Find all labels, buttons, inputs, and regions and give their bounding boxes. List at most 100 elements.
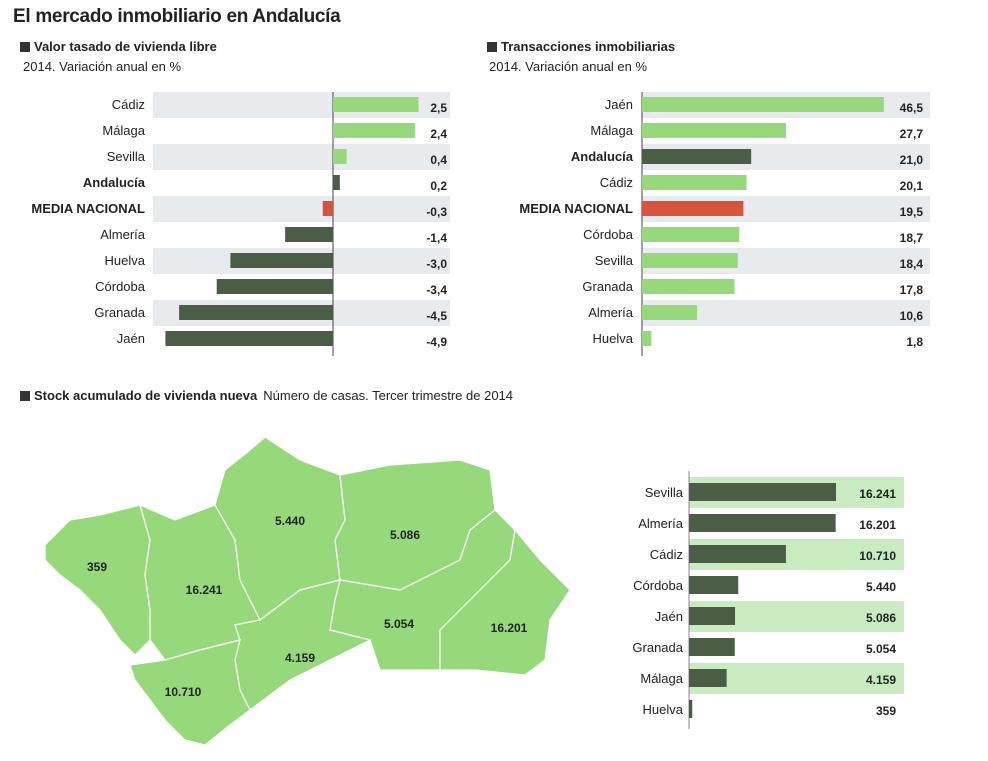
- chart1-subtitle: 2014. Variación anual en %: [23, 59, 182, 74]
- data-label: 359: [876, 704, 896, 718]
- data-label: 2,4: [430, 127, 447, 141]
- row-band: [153, 144, 450, 170]
- category-label: Jaén: [605, 97, 633, 112]
- data-label: 5.086: [866, 611, 896, 625]
- category-label: Cádiz: [650, 547, 683, 562]
- bar: [333, 175, 340, 190]
- data-label: 27,7: [900, 127, 924, 141]
- bar: [642, 97, 884, 112]
- bar: [689, 545, 786, 563]
- data-label: -3,0: [426, 257, 447, 271]
- category-label: Andalucía: [571, 149, 634, 164]
- square-bullet-icon: [20, 391, 30, 401]
- bar: [642, 331, 652, 346]
- category-label: Almería: [588, 305, 634, 320]
- category-label: Almería: [100, 227, 146, 242]
- map-label: 5.086: [390, 528, 420, 542]
- chart2-subtitle: 2014. Variación anual en %: [489, 59, 648, 74]
- bar: [689, 607, 736, 625]
- data-label: 20,1: [900, 179, 924, 193]
- data-label: 16.201: [859, 518, 896, 532]
- bar: [165, 331, 333, 346]
- data-label: -1,4: [426, 231, 447, 245]
- data-label: 10,6: [900, 309, 924, 323]
- category-label: Sevilla: [107, 149, 146, 164]
- bar: [642, 201, 744, 216]
- data-label: 17,8: [900, 283, 924, 297]
- category-label: Cádiz: [600, 175, 633, 190]
- bar: [642, 305, 698, 320]
- data-label: 0,2: [430, 179, 447, 193]
- chart3-title: Stock acumulado de vivienda nueva Número …: [20, 388, 513, 403]
- data-label: 21,0: [900, 153, 924, 167]
- category-label: MEDIA NACIONAL: [31, 201, 145, 216]
- data-label: 10.710: [859, 549, 896, 563]
- category-label: Granada: [632, 640, 683, 655]
- data-label: 46,5: [900, 101, 924, 115]
- map-label: 5.054: [384, 617, 414, 631]
- bar: [333, 97, 419, 112]
- square-bullet-icon: [20, 42, 30, 52]
- bar: [689, 514, 836, 532]
- bar: [642, 227, 740, 242]
- bar: [322, 201, 333, 216]
- map-label: 16.241: [186, 583, 223, 597]
- page-title: El mercado inmobiliario en Andalucía: [13, 6, 341, 27]
- category-label: MEDIA NACIONAL: [519, 201, 633, 216]
- map-label: 10.710: [165, 685, 202, 699]
- data-label: 4.159: [866, 673, 896, 687]
- map-province-almería: [439, 528, 571, 676]
- data-label: -4,5: [426, 309, 447, 323]
- bar: [333, 149, 347, 164]
- category-label: Córdoba: [633, 578, 684, 593]
- category-label: Málaga: [590, 123, 633, 138]
- data-label: -0,3: [426, 205, 447, 219]
- bar: [689, 700, 693, 718]
- category-label: Huelva: [593, 331, 634, 346]
- category-label: Cádiz: [112, 97, 145, 112]
- category-label: Málaga: [640, 671, 683, 686]
- bar: [642, 175, 747, 190]
- bar: [642, 123, 787, 138]
- data-label: 18,7: [900, 231, 924, 245]
- data-label: 18,4: [900, 257, 924, 271]
- category-label: Granada: [582, 279, 633, 294]
- chart1-title: Valor tasado de vivienda libre: [20, 39, 217, 54]
- map-label: 4.159: [285, 651, 315, 665]
- category-label: Córdoba: [583, 227, 634, 242]
- map-label: 5.440: [275, 514, 305, 528]
- data-label: 2,5: [430, 101, 447, 115]
- category-label: Jaén: [655, 609, 683, 624]
- map-label: 16.201: [491, 621, 528, 635]
- data-label: 1,8: [906, 335, 923, 349]
- chart2-title: Transacciones inmobiliarias: [487, 39, 675, 54]
- data-label: -3,4: [426, 283, 447, 297]
- data-label: 16.241: [859, 487, 896, 501]
- category-label: Jaén: [117, 331, 145, 346]
- bar: [689, 669, 727, 687]
- category-label: Huelva: [643, 702, 684, 717]
- category-label: Andalucía: [83, 175, 146, 190]
- bar: [230, 253, 333, 268]
- category-label: Córdoba: [95, 279, 146, 294]
- data-label: 0,4: [430, 153, 447, 167]
- data-label: 5.440: [866, 580, 896, 594]
- bar: [179, 305, 333, 320]
- map-label: 359: [87, 560, 107, 574]
- data-label: -4,9: [426, 335, 447, 349]
- chart3-subtitle: Número de casas. Tercer trimestre de 201…: [263, 388, 514, 403]
- bar: [689, 638, 735, 656]
- category-label: Huelva: [105, 253, 146, 268]
- map-province-cádiz: [129, 639, 251, 746]
- data-label: 5.054: [866, 642, 896, 656]
- bar: [689, 576, 739, 594]
- category-label: Granada: [94, 305, 145, 320]
- bar: [285, 227, 333, 242]
- bar: [689, 483, 836, 501]
- row-band: [153, 196, 450, 222]
- bar: [642, 253, 738, 268]
- bar: [216, 279, 333, 294]
- category-label: Sevilla: [595, 253, 634, 268]
